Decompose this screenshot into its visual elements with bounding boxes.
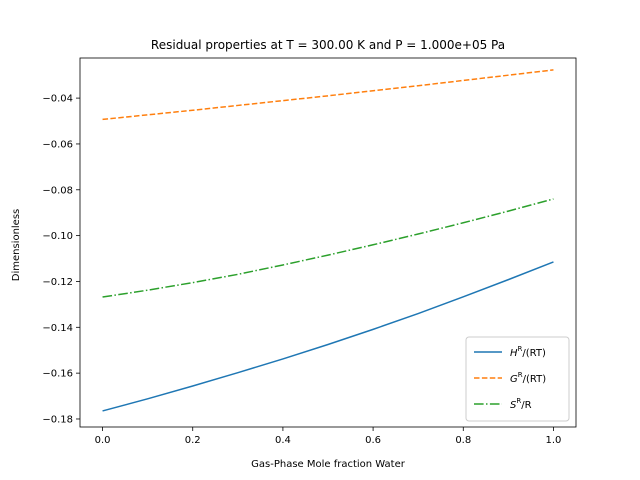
legend-box (465, 336, 570, 422)
x-tick-label: 0.8 (455, 435, 471, 446)
legend-label-main: G (510, 374, 518, 385)
legend: HR/(RT)GR/(RT)SR/R (465, 336, 570, 422)
series-line-0 (102, 261, 554, 412)
legend-label-main: H (510, 348, 518, 359)
series-line-1 (102, 69, 554, 121)
y-tick-label: −0.06 (42, 139, 73, 150)
y-tick-label: −0.16 (42, 369, 73, 380)
y-tick-label: −0.14 (42, 323, 73, 334)
y-axis-label: Dimensionless (11, 209, 22, 282)
legend-label-superscript: R (518, 371, 523, 379)
x-tick-label: 0.0 (95, 435, 111, 446)
y-tick-label: −0.18 (42, 414, 73, 425)
legend-label-1: GR/(RT) (510, 371, 546, 385)
legend-label-2: SR/R (510, 397, 532, 411)
x-tick-label: 1.0 (546, 435, 562, 446)
plot-area: 0.0 0.2 0.4 0.6 0.8 1.0 −0.18 −0.16 −0.14 −0.12 −0… (42, 57, 577, 446)
y-tick-label: −0.12 (42, 277, 73, 288)
x-tick-label: 0.4 (275, 435, 291, 446)
y-tick-label: −0.04 (42, 94, 73, 105)
axes-frame (79, 57, 577, 428)
x-tick-label: 0.6 (365, 435, 381, 446)
legend-label-main: S (510, 400, 517, 411)
legend-label-rest: /R (521, 400, 531, 411)
legend-label-rest: /(RT) (522, 348, 546, 359)
legend-label-rest: /(RT) (523, 374, 547, 385)
x-tick-label: 0.2 (185, 435, 201, 446)
x-axis-label: Gas-Phase Mole fraction Water (251, 459, 406, 470)
y-tick-label: −0.08 (42, 185, 73, 196)
legend-label-superscript: R (516, 397, 521, 405)
y-tick-label: −0.10 (42, 231, 73, 242)
legend-label-0: HR/(RT) (510, 345, 546, 359)
series-line-2 (102, 198, 554, 298)
chart-title: Residual properties at T = 300.00 K and … (151, 38, 505, 52)
legend-label-superscript: R (518, 345, 523, 353)
